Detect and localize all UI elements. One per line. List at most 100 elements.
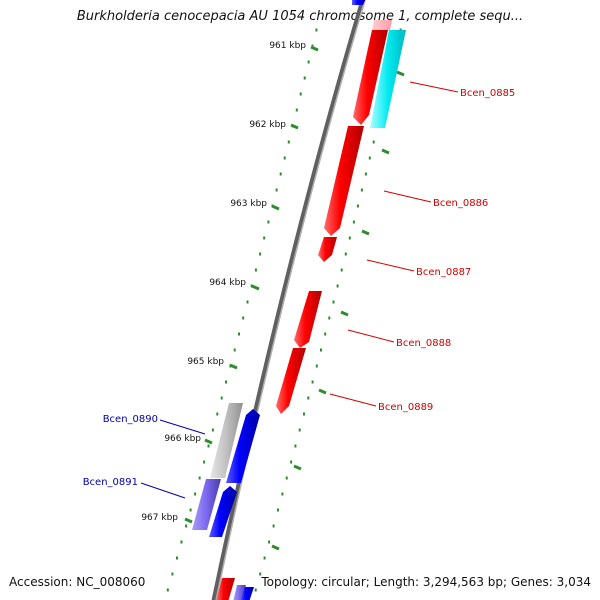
minor-tick-right-31 [272, 524, 275, 528]
gene-bcen-0886-body[interactable] [324, 126, 364, 236]
minor-tick-left-16 [250, 284, 253, 288]
minor-tick-left-5 [295, 108, 298, 112]
minor-tick-left-7 [287, 140, 290, 144]
feature-lavender-bcen-0891[interactable] [192, 479, 221, 530]
tick-label-963: 963 kbp [230, 199, 267, 209]
right-tick-6 [293, 464, 302, 471]
minor-tick-left-22 [225, 380, 227, 384]
gene-bcen-0885-body[interactable] [353, 30, 388, 125]
minor-tick-right-15 [340, 268, 343, 272]
gene-label-bcen-0889[interactable]: Bcen_0889 [378, 402, 433, 413]
accession-text: Accession: NC_008060 [9, 575, 146, 589]
gene-label-bcen-0887[interactable]: Bcen_0887 [416, 267, 471, 278]
minor-tick-left-31 [185, 524, 188, 528]
minor-tick-left-12 [267, 220, 270, 224]
gene-feature-partial-bottom-red[interactable] [216, 578, 235, 600]
minor-tick-right-30 [277, 508, 279, 512]
gene-feature-partial-bottom-blue[interactable] [240, 587, 254, 600]
major-tick-961 [310, 45, 319, 52]
minor-tick-left-35 [166, 588, 169, 592]
minor-tick-right-20 [320, 348, 322, 352]
minor-tick-right-22 [311, 380, 314, 384]
major-tick-964 [251, 284, 260, 291]
right-tick-7 [271, 544, 280, 551]
gene-label-bcen-0885[interactable]: Bcen_0885 [460, 88, 515, 99]
minor-tick-left-28 [198, 476, 201, 480]
minor-tick-left-30 [189, 508, 192, 512]
gene-bcen-0891-body[interactable] [209, 486, 237, 537]
gene-label-bcen-0888[interactable]: Bcen_0888 [396, 338, 451, 349]
minor-tick-left-17 [246, 300, 249, 304]
major-tick-966 [204, 438, 213, 445]
gene-label-bcen-0886[interactable]: Bcen_0886 [433, 198, 488, 209]
right-tick-3 [361, 229, 370, 236]
minor-tick-left-2 [307, 60, 310, 64]
gene-label-bcen-0891[interactable]: Bcen_0891 [83, 477, 138, 488]
minor-tick-left-26 [207, 444, 210, 448]
right-tick-2 [381, 148, 390, 155]
minor-tick-right-8 [368, 156, 371, 160]
major-tick-965 [229, 363, 238, 370]
minor-tick-right-18 [328, 316, 331, 320]
major-ticks [184, 45, 405, 551]
minor-tick-right-29 [281, 492, 284, 496]
minor-tick-left-18 [242, 316, 245, 320]
gene-feature-partial-top[interactable] [352, 0, 366, 5]
chromosome-backbone-highlight [215, 0, 366, 600]
gene-bcen-0887-body[interactable] [318, 237, 337, 262]
leader-line-bcen-0887 [366, 259, 415, 272]
minor-tick-right-12 [352, 220, 355, 224]
leader-line-bcen-0891 [140, 482, 186, 499]
tick-label-967: 967 kbp [141, 513, 178, 523]
minor-tick-right-14 [344, 252, 347, 256]
minor-tick-right-28 [285, 476, 288, 480]
feature-gray-bcen-0890[interactable] [210, 403, 243, 478]
tick-label-966: 966 kbp [164, 434, 201, 444]
minor-tick-left-25 [211, 428, 214, 432]
leader-line-bcen-0885 [409, 81, 459, 93]
minor-tick-right-33 [263, 556, 266, 560]
minor-tick-right-26 [294, 444, 297, 448]
leader-line-bcen-0886 [383, 190, 432, 203]
right-tick-4 [340, 310, 349, 317]
tick-dots-left [166, 28, 318, 592]
minor-tick-right-13 [348, 236, 351, 240]
major-tick-963 [271, 204, 280, 211]
minor-tick-right-34 [259, 572, 262, 576]
major-tick-962 [290, 123, 299, 130]
minor-tick-left-13 [263, 236, 266, 240]
minor-tick-right-35 [254, 588, 257, 592]
leader-line-bcen-0888 [347, 329, 395, 343]
feature-cyan-bcen-0885[interactable] [370, 30, 406, 128]
gene-bcen-0888-body[interactable] [294, 291, 322, 348]
minor-tick-right-25 [298, 428, 301, 432]
gene-bcen-0889-body[interactable] [276, 348, 306, 414]
minor-tick-left-8 [283, 156, 286, 160]
gene-feature-partial-bottom-lavender[interactable] [233, 585, 246, 600]
minor-tick-right-24 [303, 412, 305, 416]
right-tick-5 [318, 388, 327, 395]
leader-lines [140, 81, 459, 499]
minor-tick-right-7 [372, 140, 375, 144]
minor-tick-left-20 [233, 348, 236, 352]
minor-tick-right-11 [356, 204, 359, 208]
gene-label-bcen-0890[interactable]: Bcen_0890 [103, 414, 158, 425]
minor-tick-left-10 [275, 188, 278, 192]
minor-tick-left-32 [180, 540, 183, 544]
minor-tick-right-9 [364, 172, 367, 176]
minor-tick-left-27 [203, 460, 206, 464]
leader-line-bcen-0889 [329, 393, 377, 407]
minor-tick-left-19 [238, 332, 240, 336]
minor-tick-left-33 [176, 556, 178, 560]
minor-tick-left-14 [259, 252, 262, 256]
chromosome-backbone [211, 0, 366, 600]
minor-tick-left-34 [171, 572, 174, 576]
minor-tick-right-19 [324, 332, 327, 336]
feature-pink[interactable] [372, 20, 392, 30]
tick-label-961: 961 kbp [269, 41, 306, 51]
minor-tick-right-10 [360, 188, 363, 192]
minor-tick-right-21 [315, 364, 318, 368]
gene-bcen-0890-body[interactable] [226, 409, 260, 483]
minor-tick-left-3 [303, 76, 306, 80]
